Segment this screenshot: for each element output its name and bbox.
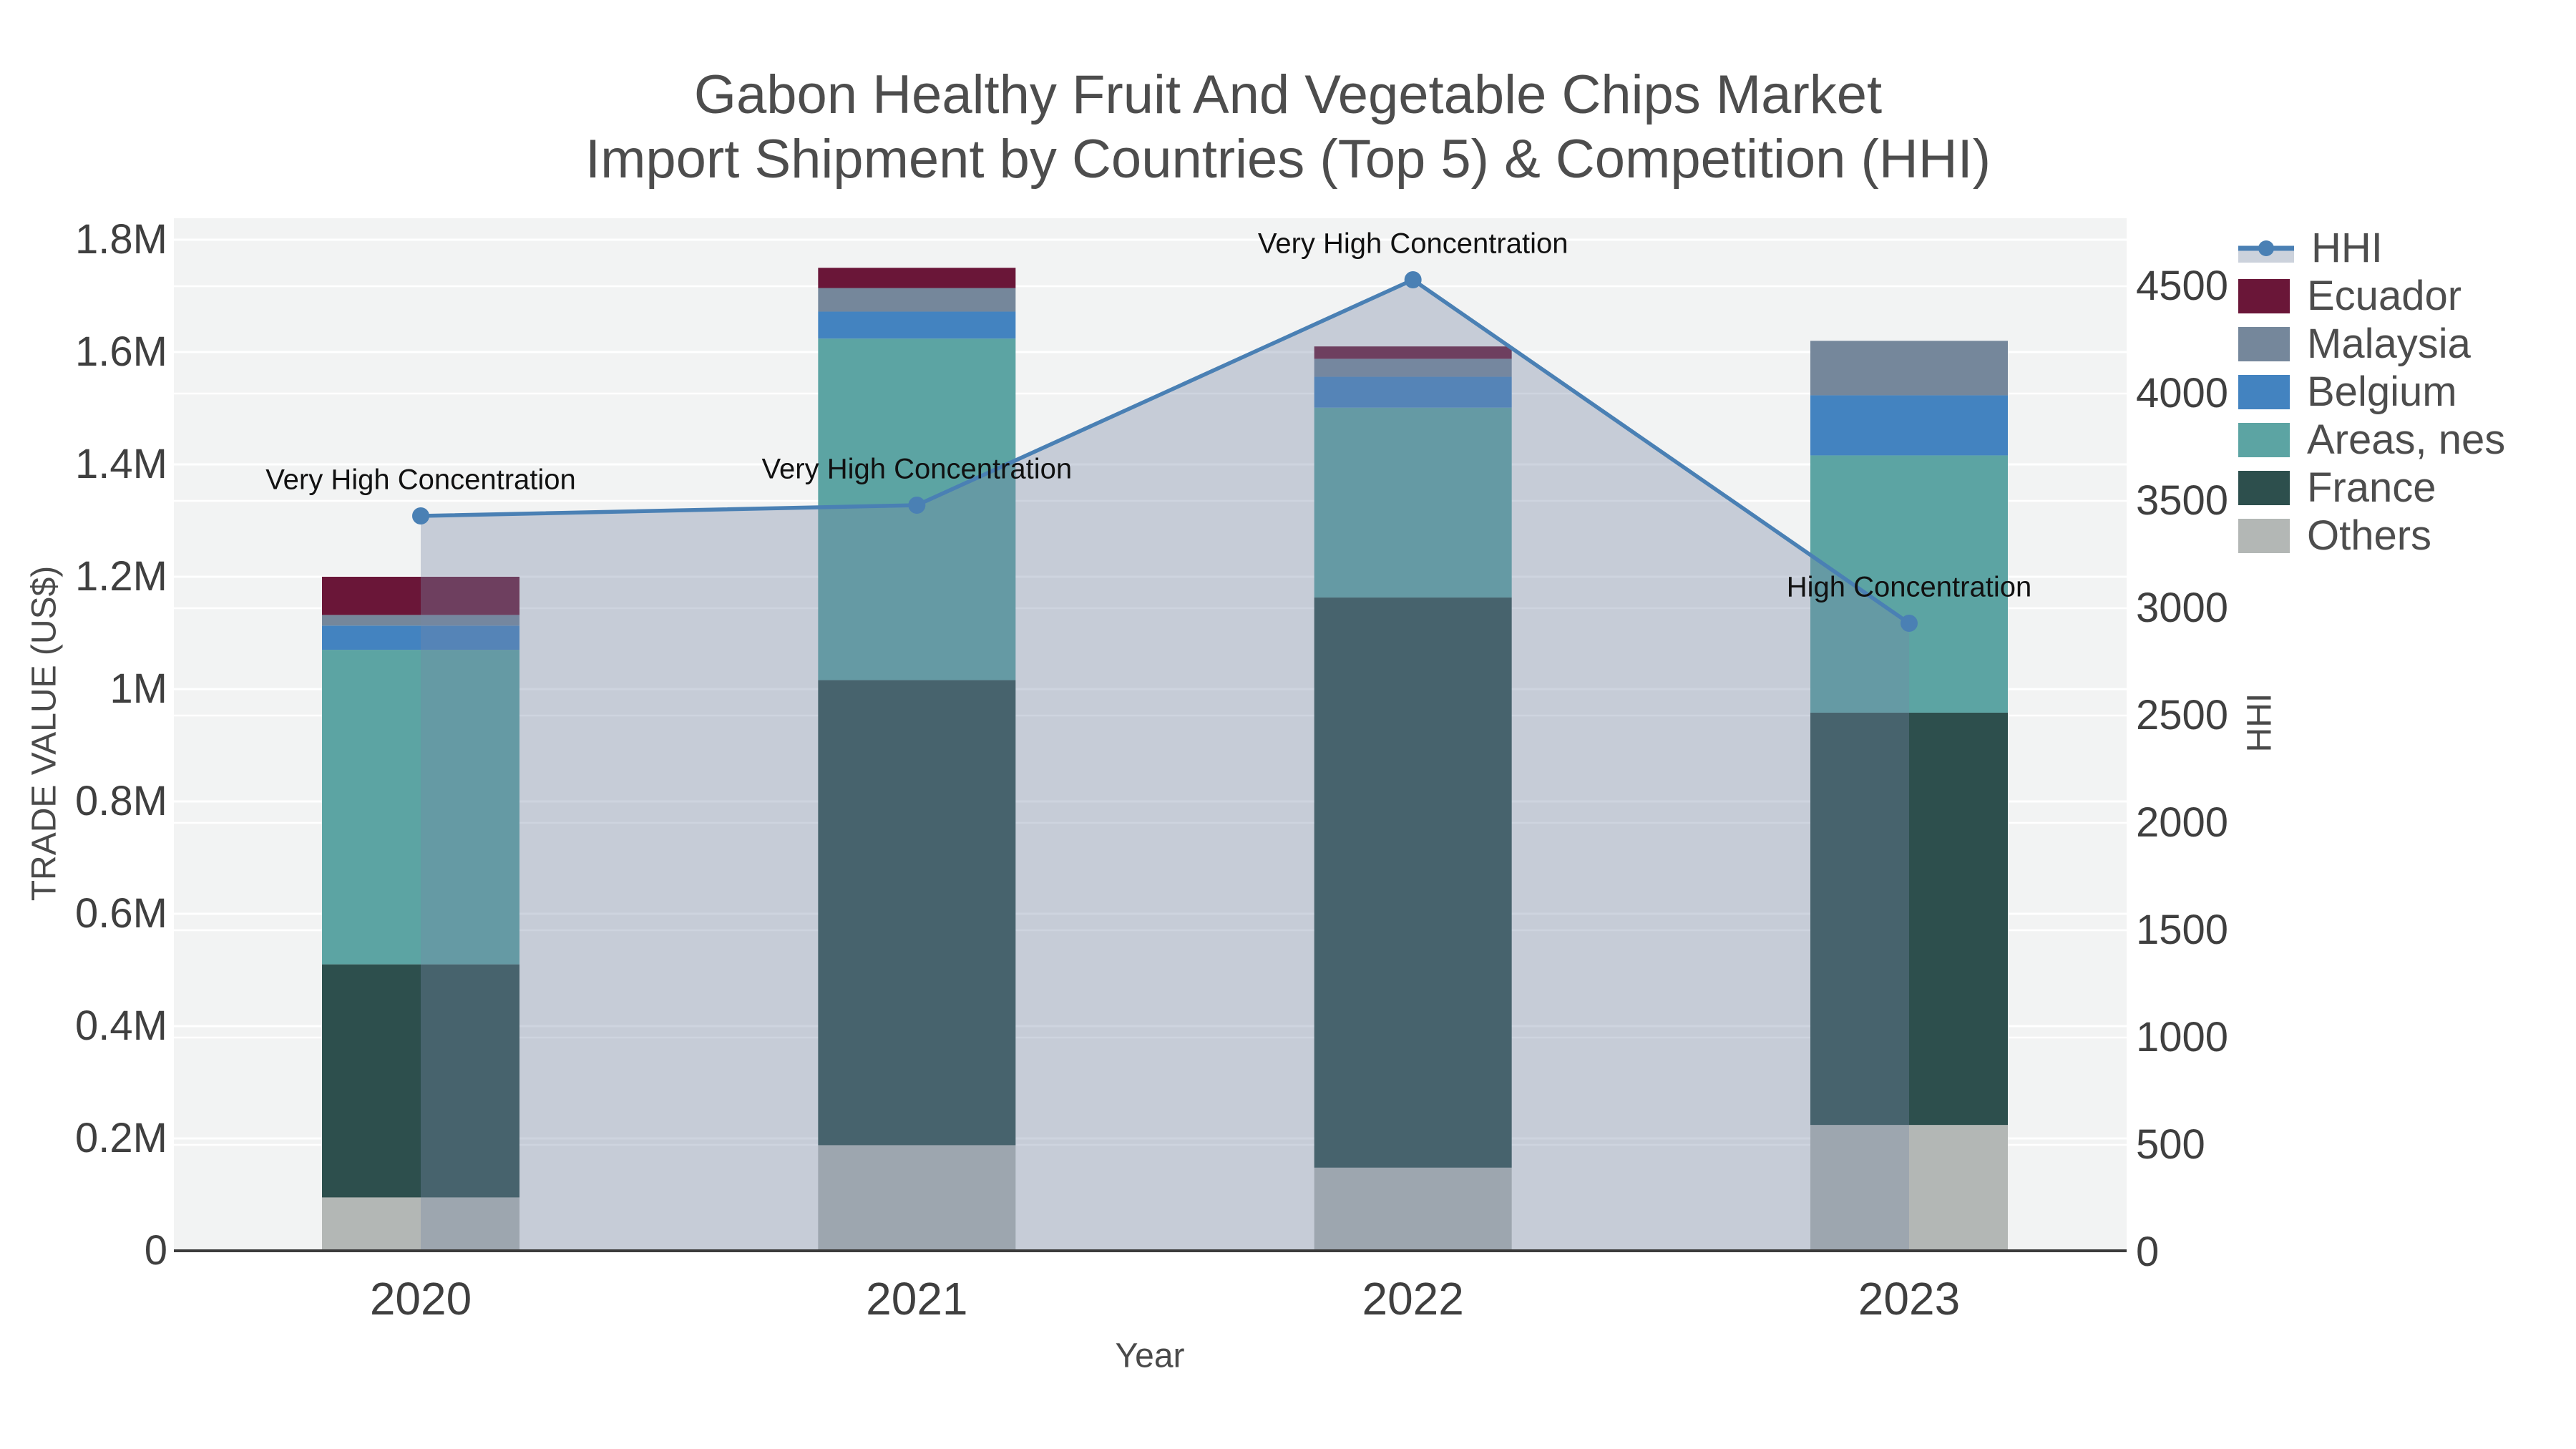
y-right-tick-1000: 1000 (2136, 1014, 2229, 1060)
legend-swatch-malaysia (2238, 327, 2290, 361)
annotation-2021: Very High Concentration (761, 453, 1073, 485)
hhi-marker-2021 (908, 497, 926, 514)
bar-segment-2021-ecuador (818, 268, 1016, 288)
legend-swatch-belgium (2238, 375, 2290, 409)
legend-label: Malaysia (2307, 321, 2471, 367)
bar-segment-2021-belgium (818, 311, 1016, 339)
chart-subtitle: Import Shipment by Countries (Top 5) & C… (585, 128, 1991, 190)
hhi-marker-2020 (412, 507, 429, 525)
y-right-tick-500: 500 (2136, 1121, 2205, 1168)
bar-segment-2020-others (322, 1197, 519, 1251)
y-left-tick-0.6M: 0.6M (75, 890, 167, 937)
legend-label: Others (2307, 512, 2432, 559)
y-left-tick-1.2M: 1.2M (75, 553, 167, 600)
y-right-tick-1500: 1500 (2136, 907, 2229, 953)
bar-segment-2023-areas-nes (1810, 455, 2008, 713)
bar-segment-2023-belgium (1810, 395, 2008, 456)
y-left-tick-0: 0 (144, 1227, 167, 1274)
bar-segment-2020-ecuador (322, 577, 519, 615)
y-left-tick-0.8M: 0.8M (75, 778, 167, 824)
bar-segment-2021-others (818, 1145, 1016, 1251)
legend-label: Belgium (2307, 369, 2457, 415)
y-right-tick-3500: 3500 (2136, 477, 2229, 524)
y-left-tick-0.4M: 0.4M (75, 1002, 167, 1049)
legend-label: France (2307, 464, 2436, 511)
bar-segment-2022-belgium (1314, 376, 1512, 408)
bar-segment-2022-ecuador (1314, 346, 1512, 359)
bar-segment-2023-france (1810, 712, 2008, 1126)
chart-title-block: Gabon Healthy Fruit And Vegetable Chips … (585, 63, 1991, 191)
legend-swatch-hhi-line-icon (2238, 240, 2294, 263)
y-left-tick-1M: 1M (109, 665, 167, 712)
y-axis-title-left: TRADE VALUE (US$) (25, 565, 64, 902)
legend: HHI Ecuador Malaysia Belgium Areas, nes Franc… (2238, 228, 2505, 563)
bar-segment-2021-france (818, 680, 1016, 1146)
x-axis-label-2020: 2020 (369, 1273, 472, 1324)
y-left-tick-1.4M: 1.4M (75, 441, 167, 487)
hhi-marker-2023 (1900, 615, 1918, 632)
annotation-2023: High Concentration (1786, 571, 2032, 603)
y-right-tick-0: 0 (2136, 1229, 2160, 1275)
legend-item-others[interactable]: Others (2238, 515, 2505, 557)
y-left-tick-1.6M: 1.6M (75, 328, 167, 375)
legend-item-malaysia[interactable]: Malaysia (2238, 323, 2505, 365)
legend-label: HHI (2311, 225, 2383, 271)
legend-label: Ecuador (2307, 273, 2462, 319)
y-axis-title-right: HHI (2240, 693, 2279, 753)
x-axis-label-2023: 2023 (1858, 1273, 1961, 1324)
y-right-tick-2500: 2500 (2136, 692, 2229, 738)
y-right-tick-4500: 4500 (2136, 263, 2229, 309)
bar-segment-2020-areas-nes (322, 650, 519, 965)
legend-item-belgium[interactable]: Belgium (2238, 371, 2505, 413)
bar-segment-2020-belgium (322, 625, 519, 650)
annotation-2022: Very High Concentration (1257, 228, 1568, 260)
y-left-tick-1.8M: 1.8M (75, 216, 167, 263)
bar-segment-2023-others (1810, 1125, 2008, 1251)
bar-segment-2021-malaysia (818, 288, 1016, 312)
bar-segment-2020-france (322, 964, 519, 1198)
y-right-tick-4000: 4000 (2136, 370, 2229, 416)
bar-segment-2020-malaysia (322, 615, 519, 626)
x-axis-title: Year (1115, 1337, 1185, 1375)
hhi-area-fill (421, 280, 1909, 1251)
y-left-tick-0.2M: 0.2M (75, 1115, 167, 1161)
y-right-tick-2000: 2000 (2136, 799, 2229, 846)
bar-segment-2022-areas-nes (1314, 407, 1512, 598)
legend-swatch-areas-nes (2238, 423, 2290, 457)
bar-segment-2023-malaysia (1810, 341, 2008, 396)
x-axis-label-2022: 2022 (1362, 1273, 1464, 1324)
legend-item-ecuador[interactable]: Ecuador (2238, 275, 2505, 317)
annotation-2020: Very High Concentration (265, 464, 576, 496)
legend-swatch-others (2238, 519, 2290, 553)
hhi-line (420, 278, 1911, 625)
bar-segment-2022-others (1314, 1167, 1512, 1251)
legend-swatch-ecuador (2238, 279, 2290, 313)
legend-item-hhi[interactable]: HHI (2238, 228, 2505, 269)
legend-item-areas-nes[interactable]: Areas, nes (2238, 419, 2505, 461)
bar-segment-2022-malaysia (1314, 358, 1512, 377)
x-axis-label-2021: 2021 (866, 1273, 968, 1324)
legend-label: Areas, nes (2307, 416, 2506, 463)
legend-swatch-france (2238, 471, 2290, 505)
legend-item-france[interactable]: France (2238, 467, 2505, 509)
bar-segment-2022-france (1314, 597, 1512, 1168)
chart-title: Gabon Healthy Fruit And Vegetable Chips … (693, 64, 1883, 125)
hhi-marker-2022 (1404, 271, 1422, 288)
y-right-tick-3000: 3000 (2136, 585, 2229, 631)
